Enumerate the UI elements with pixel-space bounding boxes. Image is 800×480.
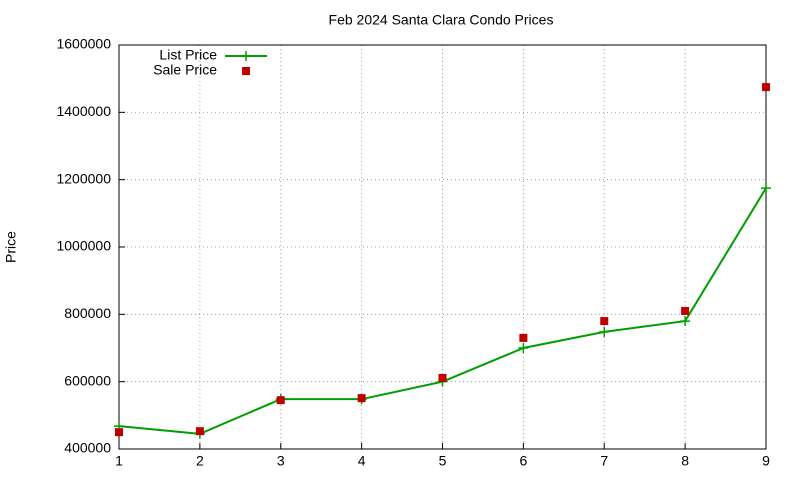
point-marker [599, 326, 610, 337]
y-tick-label: 800000 [64, 305, 111, 321]
point-marker [761, 183, 771, 194]
point-marker [681, 306, 690, 315]
x-tick-label: 4 [358, 453, 366, 469]
point-marker [680, 316, 691, 327]
point-marker [276, 396, 285, 405]
x-tick-label: 6 [519, 453, 527, 469]
x-tick-label: 2 [196, 453, 204, 469]
point-marker [357, 394, 366, 403]
x-tick-label: 5 [439, 453, 447, 469]
point-marker [195, 427, 204, 436]
y-tick-label: 600000 [64, 372, 111, 388]
chart-title: Feb 2024 Santa Clara Condo Prices [329, 12, 554, 28]
y-axis-label: Price [3, 231, 19, 263]
legend-marker [241, 51, 251, 61]
x-tick-label: 8 [681, 453, 689, 469]
point-marker [518, 343, 529, 353]
y-tick-label: 400000 [64, 440, 111, 456]
point-marker [762, 83, 770, 92]
legend-marker [242, 67, 250, 75]
x-tick-label: 7 [600, 453, 608, 469]
y-tick-label: 1600000 [56, 36, 111, 52]
point-marker [600, 317, 609, 326]
legend-label: Sale Price [153, 62, 217, 78]
x-tick-label: 9 [762, 453, 770, 469]
y-tick-label: 1400000 [56, 103, 111, 119]
x-tick-label: 1 [115, 453, 123, 469]
plot-frame [118, 44, 767, 450]
point-marker [519, 333, 528, 342]
y-tick-label: 1200000 [56, 170, 111, 186]
y-tick-label: 1000000 [56, 238, 111, 254]
series-line [118, 187, 767, 435]
x-tick-label: 3 [277, 453, 285, 469]
legend-label: List Price [159, 47, 217, 63]
point-marker [115, 428, 123, 437]
point-marker [438, 373, 447, 382]
